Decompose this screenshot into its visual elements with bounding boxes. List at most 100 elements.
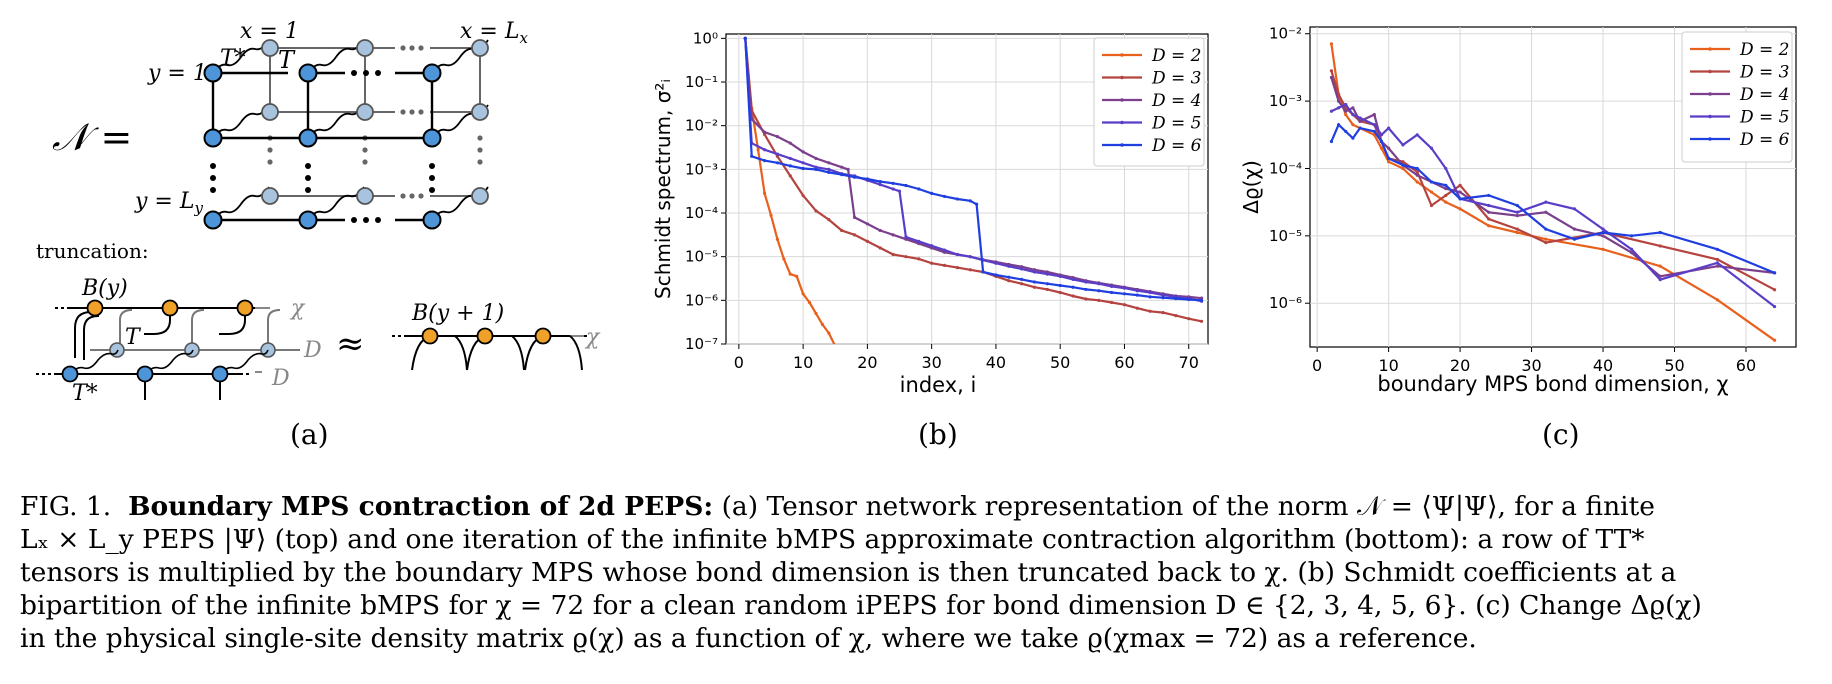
data-point: [814, 156, 818, 161]
data-point: [1458, 197, 1462, 201]
data-point: [807, 300, 812, 305]
data-point: [756, 148, 760, 152]
data-point: [1110, 290, 1114, 295]
data-point: [891, 181, 895, 185]
data-point: [1071, 277, 1075, 281]
series-b: [743, 36, 1204, 348]
data-point: [1444, 200, 1448, 204]
data-point: [942, 263, 947, 268]
data-point: [1084, 280, 1088, 284]
y-axis-label-b: Schmidt spectrum, σ²ᵢ: [651, 79, 675, 299]
legend-label: D = 4: [1739, 85, 1790, 105]
data-point: [1515, 227, 1519, 231]
legend-marker: [1708, 47, 1712, 51]
data-point: [1020, 267, 1024, 271]
data-point: [1458, 207, 1462, 211]
data-point: [930, 261, 934, 265]
data-point: [930, 244, 934, 248]
data-point: [904, 183, 908, 188]
label-chi2: χ: [584, 325, 601, 350]
data-point: [1032, 285, 1037, 289]
data-point: [930, 191, 934, 195]
data-point: [1032, 270, 1037, 274]
data-point: [788, 141, 792, 145]
norm-symbol: 𝒩 =: [52, 115, 132, 159]
data-point: [801, 161, 805, 165]
legend-label: D = 5: [1739, 108, 1790, 128]
legend-label: D = 2: [1151, 46, 1202, 66]
x-axis-label-b: index, i: [900, 373, 977, 397]
legend-label: D = 2: [1739, 40, 1790, 60]
data-point: [1358, 119, 1362, 123]
data-point: [827, 167, 831, 171]
data-point: [1658, 278, 1662, 282]
data-point: [1601, 227, 1605, 231]
data-point: [1329, 75, 1334, 80]
data-point: [1174, 296, 1178, 301]
data-point: [968, 268, 972, 272]
data-point: [1458, 190, 1462, 194]
caption-line-3: tensors is multiplied by the boundary MP…: [20, 557, 1677, 588]
data-point: [782, 257, 786, 261]
data-point: [1161, 296, 1165, 300]
series-c: [1329, 42, 1777, 342]
data-point: [1379, 146, 1384, 150]
data-point: [762, 191, 767, 195]
data-point: [1161, 293, 1165, 297]
data-point: [1415, 180, 1419, 184]
data-point: [1379, 139, 1384, 144]
data-point: [1122, 303, 1127, 307]
data-point: [1329, 69, 1334, 73]
data-point: [1715, 257, 1719, 262]
data-point: [834, 345, 837, 348]
data-point: [1045, 272, 1049, 276]
y-tick-label: 10⁻⁶: [1269, 294, 1302, 312]
x-tick-label: 20: [1450, 356, 1470, 375]
y-tick-label: 10⁻¹: [685, 73, 718, 91]
x-tick-label: 40: [1593, 356, 1613, 375]
data-point: [865, 239, 869, 243]
data-point: [1020, 282, 1024, 286]
data-point: [801, 166, 805, 171]
data-point: [1658, 244, 1662, 248]
truncation-diagram-right: [392, 327, 588, 371]
data-point: [1071, 285, 1075, 289]
data-point: [801, 150, 805, 154]
legend-b: D = 2 D = 3D = 4 D = 5D = 6: [1093, 37, 1205, 167]
caption-line-1: FIG. 1. Boundary MPS contraction of 2d P…: [20, 490, 1825, 523]
data-point: [1372, 123, 1376, 127]
data-point: [1097, 298, 1101, 302]
y-tick-label: 10⁻³: [685, 160, 718, 178]
data-point: [840, 165, 844, 169]
data-point: [1344, 112, 1348, 117]
grid-c: [1310, 27, 1796, 347]
label-xL: x = Lx: [460, 19, 528, 47]
data-point: [1161, 310, 1165, 315]
data-point: [1379, 133, 1384, 137]
data-point: [1084, 287, 1088, 292]
truncation-diagram-left: [36, 299, 300, 400]
caption-line-5: in the physical single-site density matr…: [20, 623, 1477, 654]
data-point: [1110, 284, 1114, 288]
data-point: [1601, 230, 1605, 235]
data-point: [1487, 203, 1491, 208]
data-point: [865, 177, 869, 181]
label-Tstar: T*: [220, 46, 246, 71]
legend-label: D = 3: [1739, 63, 1790, 83]
data-point: [1429, 190, 1434, 194]
data-point: [917, 239, 921, 243]
data-point: [762, 130, 767, 134]
data-point: [1344, 129, 1348, 134]
data-point: [827, 331, 831, 335]
caption-title: Boundary MPS contraction of 2d PEPS:: [128, 491, 714, 522]
peps-front-nodes: [203, 63, 442, 230]
data-point: [891, 252, 895, 257]
data-point: [1630, 234, 1634, 238]
data-point: [1148, 290, 1152, 295]
data-point: [1084, 297, 1088, 301]
label-D2: D: [271, 366, 290, 391]
data-point: [788, 174, 792, 178]
data-point: [1097, 289, 1101, 293]
data-point: [788, 272, 792, 276]
data-point: [968, 199, 972, 203]
